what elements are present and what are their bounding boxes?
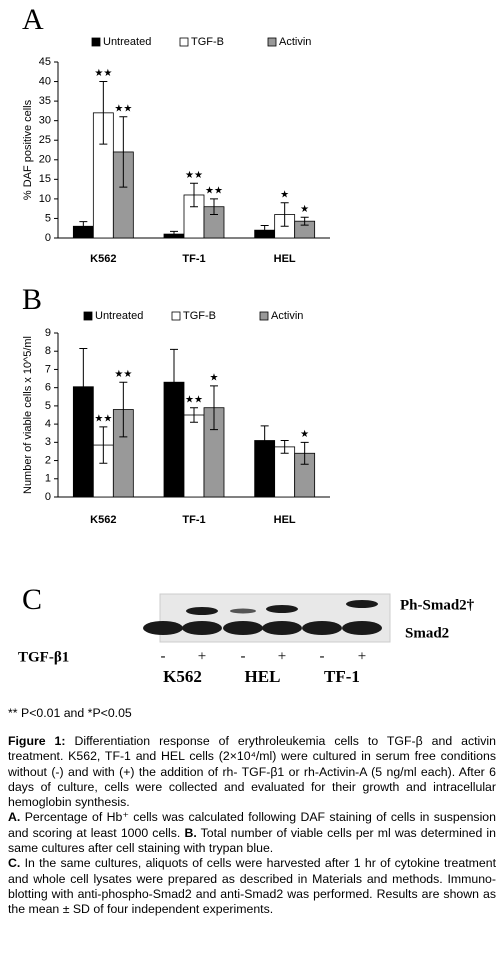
error-bar xyxy=(190,407,198,423)
error-bar xyxy=(210,385,218,431)
lane-sign: + xyxy=(278,648,286,664)
legend-swatch xyxy=(259,311,269,321)
y-tick-label: 0 xyxy=(45,491,51,503)
legend-swatch xyxy=(91,37,101,47)
legend-swatch xyxy=(83,311,93,321)
y-tick-label: 9 xyxy=(45,327,51,339)
figure: C Ph-Smad2† Smad2 TGF-β1 - + - + - + K562 HEL TF… xyxy=(18,3,475,686)
error-bar xyxy=(300,216,309,226)
caption-text: Total number of viable cells per ml was … xyxy=(8,825,496,856)
group-label: K562 xyxy=(163,667,202,686)
lane-sign: - xyxy=(241,648,246,664)
error-bar xyxy=(260,224,269,236)
significance: ★★ xyxy=(114,103,132,114)
group-label: HEL xyxy=(245,667,281,686)
caption: Figure 1: Differentiation response of er… xyxy=(8,734,496,918)
legend-label: Untreated xyxy=(95,310,143,322)
legend-label: Activin xyxy=(279,36,311,48)
y-tick-label: 3 xyxy=(45,436,51,448)
y-tick-label: 5 xyxy=(45,400,51,412)
band-label: Smad2 xyxy=(405,625,449,641)
caption-label: B. xyxy=(184,825,197,840)
error-bar xyxy=(99,81,108,145)
y-tick-label: 35 xyxy=(39,95,51,107)
significance: ★★ xyxy=(94,68,112,79)
caption-label: A. xyxy=(8,810,21,825)
caption-title: Figure 1: xyxy=(8,734,66,748)
significance: ★★ xyxy=(205,186,223,197)
significance: ★★ xyxy=(114,369,132,380)
y-tick-label: 25 xyxy=(39,134,51,146)
significance: ★ xyxy=(280,189,289,200)
x-tick-label: K562 xyxy=(90,253,116,265)
lane-sign: - xyxy=(161,648,166,664)
error-bar xyxy=(210,198,218,216)
error-bar xyxy=(79,347,88,426)
error-bar xyxy=(99,426,108,464)
significance: ★★ xyxy=(185,170,203,181)
x-tick-label: HEL xyxy=(274,253,296,265)
x-tick-label: TF-1 xyxy=(182,514,205,526)
panel-label: A xyxy=(22,3,44,36)
y-tick-label: 0 xyxy=(45,232,51,244)
legend-label: Activin xyxy=(271,310,303,322)
y-tick-label: 2 xyxy=(45,454,51,466)
y-tick-label: 45 xyxy=(39,56,51,68)
y-tick-label: 15 xyxy=(39,173,51,185)
error-bar xyxy=(170,348,178,416)
significance: ★★ xyxy=(185,394,203,405)
legend-swatch xyxy=(171,311,181,321)
significance: ★★ xyxy=(94,413,112,424)
legend-label: TGF-B xyxy=(183,310,216,322)
y-tick-label: 4 xyxy=(45,418,51,430)
x-tick-label: HEL xyxy=(274,514,296,526)
group-label: TF-1 xyxy=(324,667,360,686)
footnote: ** P<0.01 and *P<0.05 xyxy=(8,706,132,720)
caption-text: In the same cultures, aliquots of cells … xyxy=(8,856,496,917)
y-axis-label: Number of viable cells x 10^5/ml xyxy=(22,336,34,494)
y-tick-label: 30 xyxy=(39,115,51,127)
legend-swatch xyxy=(179,37,189,47)
x-tick-label: TF-1 xyxy=(182,253,205,265)
caption-text: Percentage of Hb⁺ cells was calculated f… xyxy=(8,810,496,840)
y-axis-label: % DAF positive cells xyxy=(22,99,34,200)
error-bar xyxy=(300,441,309,465)
significance: ★ xyxy=(300,429,309,440)
legend-label: Untreated xyxy=(103,36,151,48)
panel-label: C xyxy=(22,583,42,616)
lane-sign: + xyxy=(198,648,206,664)
error-bar xyxy=(119,381,128,438)
error-bar xyxy=(280,440,289,454)
panel-label: B xyxy=(22,283,42,316)
x-tick-label: K562 xyxy=(90,514,116,526)
error-bar xyxy=(79,221,88,232)
y-tick-label: 8 xyxy=(45,345,51,357)
band-label: Ph-Smad2† xyxy=(400,597,475,613)
significance: ★ xyxy=(300,204,309,215)
error-bar xyxy=(280,202,289,227)
y-tick-label: 40 xyxy=(39,75,51,87)
error-bar xyxy=(260,425,269,456)
caption-label: C. xyxy=(8,856,21,871)
significance: ★ xyxy=(210,372,219,383)
y-tick-label: 5 xyxy=(45,212,51,224)
y-tick-label: 7 xyxy=(45,363,51,375)
error-bar xyxy=(119,116,128,188)
treatment-label: TGF-β1 xyxy=(18,649,69,665)
lane-sign: - xyxy=(320,648,325,664)
bar xyxy=(274,446,296,498)
caption-text: Differentiation response of erythroleuke… xyxy=(8,734,496,810)
error-bar xyxy=(190,182,198,208)
bar xyxy=(183,414,205,498)
blot-bands xyxy=(143,600,382,635)
y-tick-label: 6 xyxy=(45,382,51,394)
legend-label: TGF-B xyxy=(191,36,224,48)
y-tick-label: 1 xyxy=(45,473,51,485)
legend-swatch xyxy=(267,37,277,47)
y-tick-label: 20 xyxy=(39,154,51,166)
lane-sign: + xyxy=(358,648,366,664)
error-bar xyxy=(170,230,178,238)
y-tick-label: 10 xyxy=(39,193,51,205)
